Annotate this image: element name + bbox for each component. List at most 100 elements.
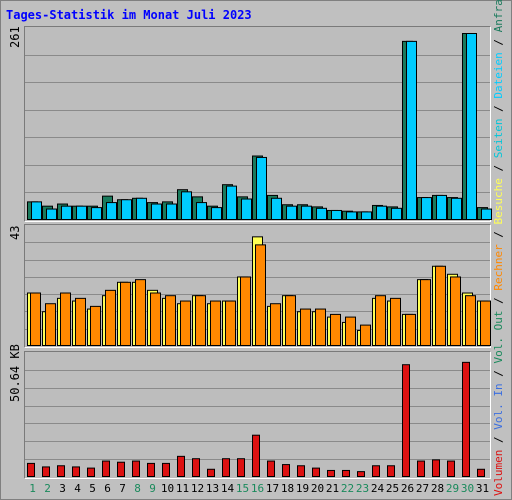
bar-rechner-18	[285, 295, 296, 346]
bar-rechner-4	[75, 297, 86, 347]
bar-dateien-26	[406, 40, 417, 220]
x-tick-label: 30	[460, 482, 475, 495]
bar-volumen-10	[162, 462, 170, 478]
x-tick-label: 2	[44, 482, 51, 495]
x-tick-label: 6	[104, 482, 111, 495]
x-tick-label: 10	[160, 482, 175, 495]
bar-rechner-30	[465, 295, 476, 346]
bar-volumen-14	[222, 458, 230, 477]
bar-dateien-30	[466, 33, 477, 220]
bar-dateien-28	[436, 194, 447, 220]
bar-volumen-12	[192, 458, 200, 477]
bar-dateien-31	[481, 208, 492, 220]
bar-dateien-23	[361, 211, 372, 220]
bar-rechner-27	[420, 279, 431, 346]
bar-volumen-27	[417, 460, 425, 478]
bar-rechner-29	[450, 276, 461, 346]
x-tick-label: 8	[134, 482, 141, 495]
x-tick-label: 23	[355, 482, 370, 495]
x-tick-label: 15	[235, 482, 250, 495]
bar-rechner-14	[225, 300, 236, 346]
bar-dateien-8	[136, 197, 147, 221]
x-tick-label: 14	[220, 482, 235, 495]
bar-volumen-13	[207, 468, 215, 477]
bar-volumen-21	[327, 469, 335, 477]
bar-rechner-24	[375, 295, 386, 346]
x-tick-label: 18	[280, 482, 295, 495]
bar-rechner-17	[270, 303, 281, 346]
bar-volumen-28	[432, 459, 440, 477]
bar-rechner-10	[165, 295, 176, 346]
chart-title: Tages-Statistik im Monat Juli 2023	[6, 8, 252, 22]
x-tick-label: 25	[385, 482, 400, 495]
bar-dateien-20	[316, 207, 327, 220]
bar-volumen-8	[132, 460, 140, 478]
bar-volumen-18	[282, 464, 290, 478]
bar-volumen-6	[102, 460, 110, 478]
bar-dateien-1	[31, 201, 42, 220]
x-tick-label: 7	[119, 482, 126, 495]
x-tick-label: 26	[400, 482, 415, 495]
bar-dateien-5	[91, 207, 102, 221]
x-tick-label: 31	[475, 482, 490, 495]
x-tick-label: 3	[59, 482, 66, 495]
bar-dateien-13	[211, 207, 222, 221]
bar-volumen-11	[177, 455, 185, 477]
x-tick-label: 1	[29, 482, 36, 495]
bar-dateien-2	[46, 208, 57, 220]
bar-dateien-6	[106, 202, 117, 220]
bar-volumen-29	[447, 460, 455, 478]
bar-dateien-29	[451, 197, 462, 221]
bar-dateien-3	[61, 205, 72, 221]
x-tick-label: 22	[340, 482, 355, 495]
x-tick-label: 9	[149, 482, 156, 495]
bar-dateien-12	[196, 202, 207, 220]
x-tick-label: 11	[175, 482, 190, 495]
bar-rechner-16	[255, 244, 266, 346]
bar-volumen-7	[117, 461, 125, 478]
x-tick-label: 5	[89, 482, 96, 495]
bar-rechner-25	[390, 297, 401, 347]
bar-rechner-1	[30, 292, 41, 346]
bar-dateien-22	[346, 211, 357, 220]
bar-rechner-5	[90, 305, 101, 347]
x-tick-label: 19	[295, 482, 310, 495]
bar-volumen-2	[42, 466, 50, 477]
x-tick-label: 4	[74, 482, 81, 495]
bar-rechner-3	[60, 292, 71, 346]
bar-dateien-17	[271, 197, 282, 221]
bar-volumen-16	[252, 434, 260, 477]
bar-dateien-15	[241, 198, 252, 221]
bar-dateien-24	[376, 205, 387, 221]
bar-volumen-24	[372, 465, 380, 478]
bar-volumen-5	[87, 467, 95, 477]
bar-dateien-19	[301, 205, 312, 221]
bar-rechner-21	[330, 313, 341, 347]
x-tick-label: 27	[415, 482, 430, 495]
bar-rechner-11	[180, 300, 191, 346]
bar-rechner-23	[360, 324, 371, 346]
bar-dateien-9	[151, 203, 162, 220]
x-tick-label: 12	[190, 482, 205, 495]
bar-dateien-18	[286, 205, 297, 221]
bar-volumen-26	[402, 364, 410, 478]
bar-volumen-20	[312, 467, 320, 477]
bar-dateien-25	[391, 207, 402, 220]
bar-volumen-19	[297, 465, 305, 478]
x-tick-label: 28	[430, 482, 445, 495]
bar-rechner-2	[45, 303, 56, 346]
bar-volumen-9	[147, 462, 155, 478]
bar-rechner-19	[300, 308, 311, 346]
bar-volumen-23	[357, 471, 365, 477]
bar-rechner-28	[435, 265, 446, 347]
x-tick-label: 16	[250, 482, 265, 495]
x-tick-label: 21	[325, 482, 340, 495]
x-tick-label: 20	[310, 482, 325, 495]
x-tick-label: 13	[205, 482, 220, 495]
x-tick-label: 29	[445, 482, 460, 495]
x-tick-label: 17	[265, 482, 280, 495]
bar-dateien-10	[166, 203, 177, 220]
bar-rechner-31	[480, 300, 491, 346]
bar-rechner-7	[120, 281, 131, 347]
bar-volumen-30	[462, 361, 470, 478]
